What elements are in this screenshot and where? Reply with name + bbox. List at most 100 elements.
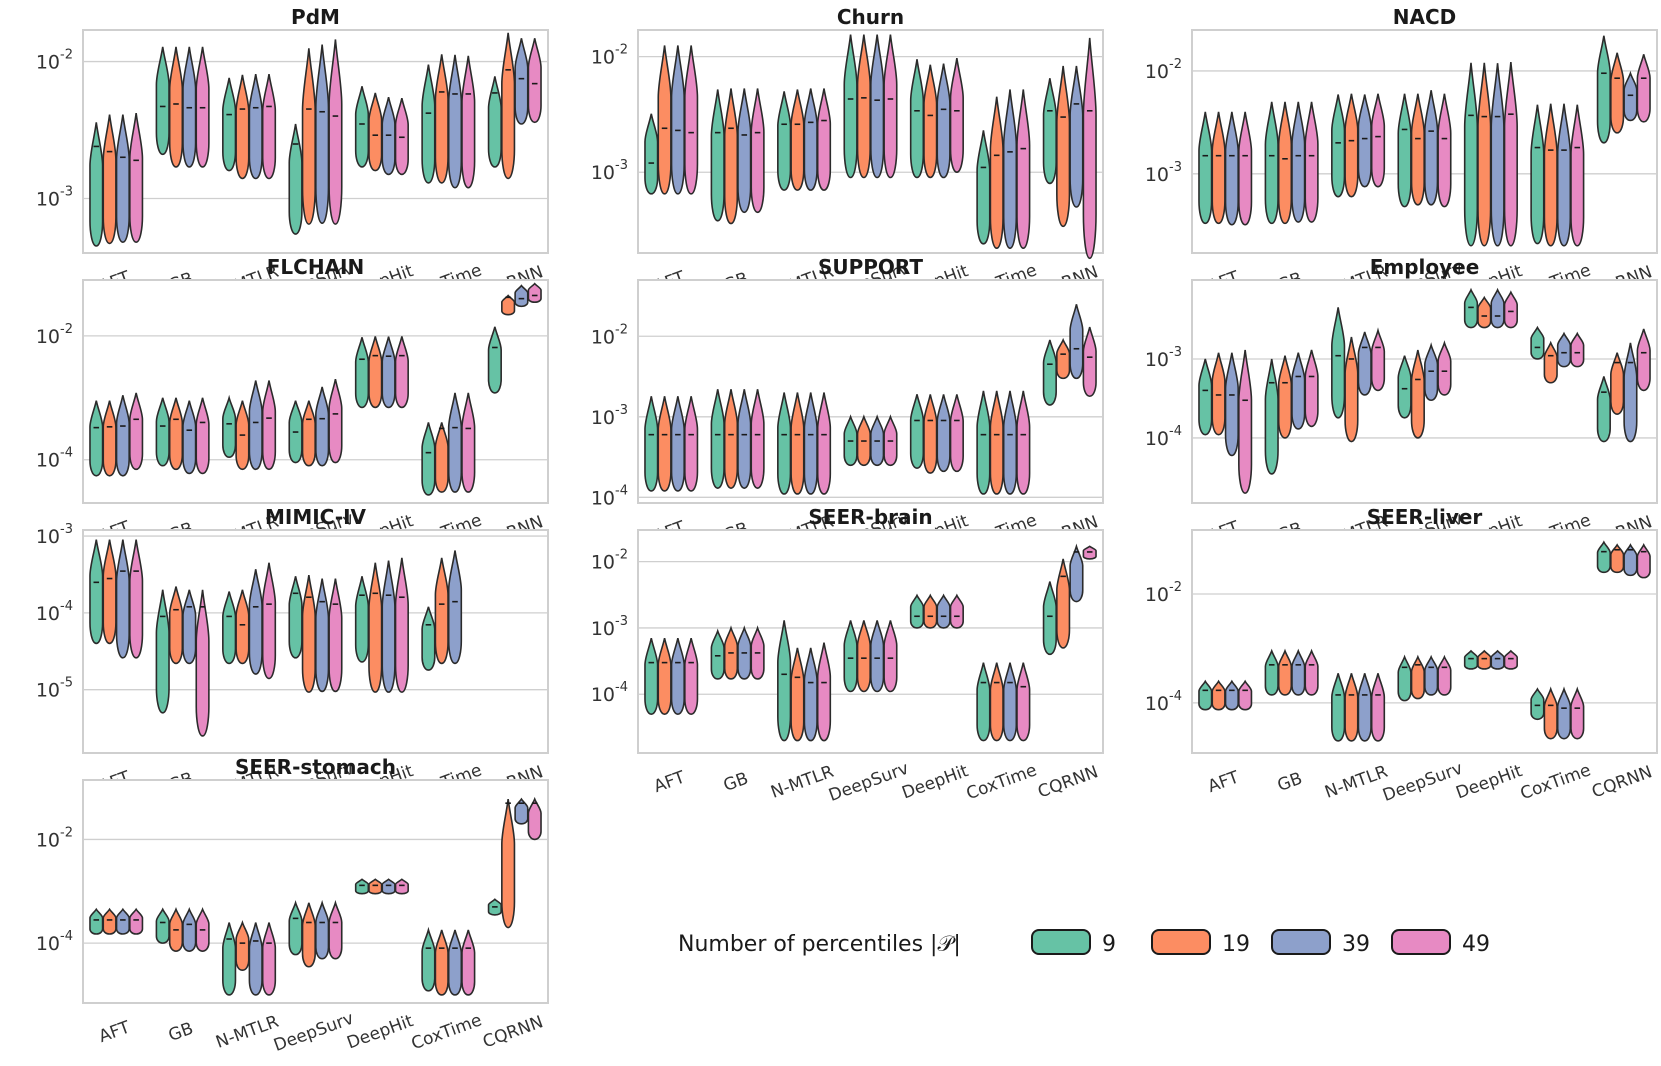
violin-39 (447, 929, 463, 996)
y-tick-label: 10-3 (1145, 160, 1182, 186)
violin-9 (1463, 649, 1479, 670)
violin-49 (1437, 340, 1452, 396)
violin-9 (222, 394, 237, 458)
y-tick-label: 10-4 (591, 680, 628, 706)
violin-19 (657, 45, 672, 195)
violin-9 (288, 900, 303, 956)
violin-9 (155, 589, 170, 714)
violin-19 (168, 397, 184, 471)
violin-9 (1397, 654, 1412, 702)
y-tick-label: 10-4 (36, 929, 73, 955)
violin-9 (89, 907, 104, 935)
violin-39 (1490, 649, 1505, 670)
plot-frame (1191, 529, 1658, 754)
violin-19 (235, 919, 250, 972)
violin-19 (1477, 649, 1492, 670)
violin-39 (315, 899, 330, 960)
violin-49 (949, 58, 964, 174)
violin-49 (684, 638, 699, 716)
y-tick-label: 10-2 (36, 48, 73, 74)
y-tick-label: 10-2 (591, 43, 628, 69)
violin-49 (1304, 349, 1319, 428)
panel-seer-liver: SEER-liver 10-2 10-4 AFT GB N-MTLRDeepSurvDee… (1145, 505, 1658, 806)
violin-9 (1530, 325, 1545, 360)
violin-9 (909, 593, 925, 629)
violin-9 (222, 77, 237, 172)
violin-49 (883, 34, 898, 179)
violin-19 (368, 92, 383, 172)
violin-39 (1069, 65, 1084, 208)
legend-title: Number of percentiles |𝒫| (678, 932, 961, 957)
violin-9 (1198, 111, 1213, 225)
violin-39 (1224, 352, 1239, 457)
violin-19 (1344, 673, 1359, 742)
violin-49 (527, 38, 542, 124)
violin-39 (870, 620, 885, 693)
y-tick-label: 10-3 (591, 158, 628, 184)
violin-19 (434, 54, 449, 184)
violin-19 (1277, 355, 1293, 439)
violin-49 (1503, 290, 1518, 329)
violin-49 (527, 796, 542, 841)
violin-19 (657, 396, 672, 492)
violin-9 (710, 89, 725, 222)
y-tick-label: 10-2 (591, 322, 628, 348)
violin-9 (644, 113, 659, 195)
violin-19 (501, 32, 516, 180)
violin-19 (1211, 679, 1226, 711)
violin-49 (328, 578, 343, 693)
violin-39 (870, 34, 885, 179)
violin-19 (856, 620, 871, 693)
violin-9 (777, 392, 792, 495)
legend-swatch (1031, 929, 1091, 955)
x-tick-label: CoxTime (409, 1010, 485, 1054)
violin-39 (670, 45, 685, 195)
violin-49 (750, 389, 765, 489)
violin-39 (514, 38, 529, 125)
violin-39 (670, 396, 685, 492)
violin-39 (1357, 94, 1372, 188)
violin-19 (923, 394, 938, 474)
violin-19 (235, 74, 250, 180)
violin-49 (1437, 654, 1452, 696)
violin-39 (447, 392, 463, 493)
violin-9 (1397, 93, 1412, 208)
violin-39 (248, 922, 263, 996)
violin-9 (89, 122, 104, 247)
violin-39 (737, 88, 752, 214)
violin-9 (421, 606, 436, 671)
violin-39 (514, 797, 529, 825)
violin-19 (434, 929, 449, 996)
y-tick-label: 10-3 (36, 185, 73, 211)
violin-39 (936, 63, 951, 179)
violin-9 (288, 576, 303, 659)
violin-19 (1211, 111, 1226, 225)
violin-9 (1042, 78, 1057, 185)
violin-49 (684, 45, 699, 195)
violin-39 (248, 380, 263, 471)
violin-9 (354, 86, 370, 168)
x-tick-label: DeepHit (1453, 761, 1525, 803)
violin-39 (1069, 304, 1084, 380)
violin-19 (168, 586, 184, 665)
violin-39 (115, 907, 130, 935)
violin-9 (1198, 358, 1213, 436)
violin-9 (710, 628, 725, 680)
violin-39 (936, 593, 951, 629)
violin-39 (1556, 331, 1572, 368)
violin-19 (1610, 52, 1625, 134)
violin-39 (514, 284, 529, 308)
violin-19 (1056, 337, 1071, 380)
violin-39 (1357, 673, 1372, 742)
violin-49 (328, 379, 343, 464)
panel-title: FLCHAIN (267, 255, 364, 279)
violin-49 (883, 620, 898, 693)
violin-49 (195, 397, 210, 475)
violin-9 (1198, 679, 1213, 711)
violin-49 (1016, 89, 1031, 250)
violin-9 (1596, 35, 1611, 144)
violin-9 (421, 422, 436, 496)
violin-49 (1503, 649, 1518, 670)
y-tick-label: 10-3 (36, 522, 73, 548)
violin-19 (989, 390, 1004, 495)
